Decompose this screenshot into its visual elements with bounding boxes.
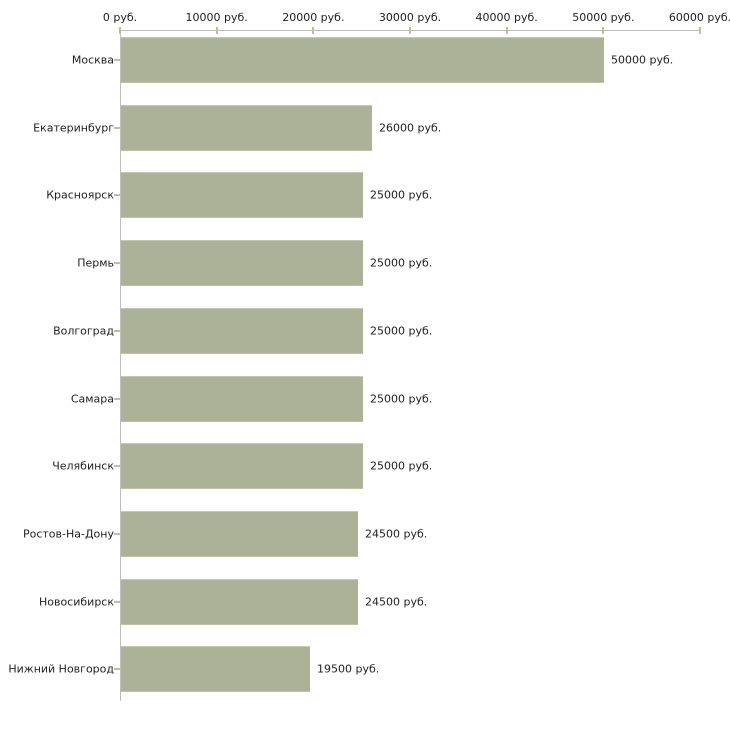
category-label: Нижний Новгород [8, 662, 114, 676]
x-tick-mark [602, 27, 605, 34]
category-tick-mark [114, 194, 120, 197]
value-label: 19500 руб. [317, 662, 380, 676]
bar-6 [121, 375, 363, 422]
category-label: Волгоград [53, 324, 114, 338]
value-label: 25000 руб. [370, 188, 433, 202]
category-tick-mark [114, 600, 120, 603]
value-label: 50000 руб. [611, 53, 674, 67]
value-label: 25000 руб. [370, 459, 433, 473]
category-tick-mark [114, 126, 120, 129]
x-tick-mark [312, 27, 315, 34]
category-tick-mark [114, 465, 120, 468]
x-tick-mark [699, 27, 701, 34]
category-label: Самара [70, 392, 114, 406]
value-label: 24500 руб. [365, 527, 428, 541]
category-tick-mark [114, 59, 120, 61]
category-tick-mark [114, 533, 120, 536]
x-tick-mark [119, 27, 121, 34]
bar-10 [121, 646, 310, 693]
x-tick-mark [505, 27, 508, 34]
x-tick-mark [409, 27, 411, 34]
x-tick-label: 10000 руб. [185, 11, 248, 24]
bar-5 [121, 307, 363, 354]
bar-7 [121, 443, 363, 490]
bar-8 [121, 511, 358, 558]
value-label: 24500 руб. [365, 595, 428, 609]
bar-3 [121, 172, 363, 219]
bar-4 [121, 240, 363, 287]
bar-2 [121, 104, 372, 151]
category-label: Ростов-На-Дону [22, 527, 114, 541]
category-label: Москва [71, 53, 114, 67]
y-axis-line [120, 30, 121, 701]
category-label: Челябинск [52, 459, 114, 473]
category-tick-mark [114, 668, 120, 671]
x-tick-label: 20000 руб. [282, 11, 345, 24]
bar-1 [121, 37, 604, 83]
x-tick-label: 40000 руб. [475, 11, 538, 24]
value-label: 26000 руб. [379, 121, 442, 135]
bar-9 [121, 578, 358, 625]
category-tick-mark [114, 262, 120, 265]
x-tick-mark [215, 27, 218, 34]
category-label: Новосибирск [38, 595, 114, 609]
category-tick-mark [114, 397, 120, 400]
category-label: Пермь [77, 256, 114, 270]
x-tick-label: 60000 руб. [668, 11, 730, 24]
category-tick-mark [114, 329, 120, 332]
x-tick-label: 50000 руб. [572, 11, 635, 24]
value-label: 25000 руб. [370, 256, 433, 270]
x-tick-label: 0 руб. [102, 11, 138, 24]
category-label: Красноярск [46, 188, 114, 202]
x-tick-label: 30000 руб. [378, 11, 442, 24]
category-label: Екатеринбург [33, 121, 114, 135]
value-label: 25000 руб. [370, 324, 433, 338]
value-label: 25000 руб. [370, 392, 433, 406]
